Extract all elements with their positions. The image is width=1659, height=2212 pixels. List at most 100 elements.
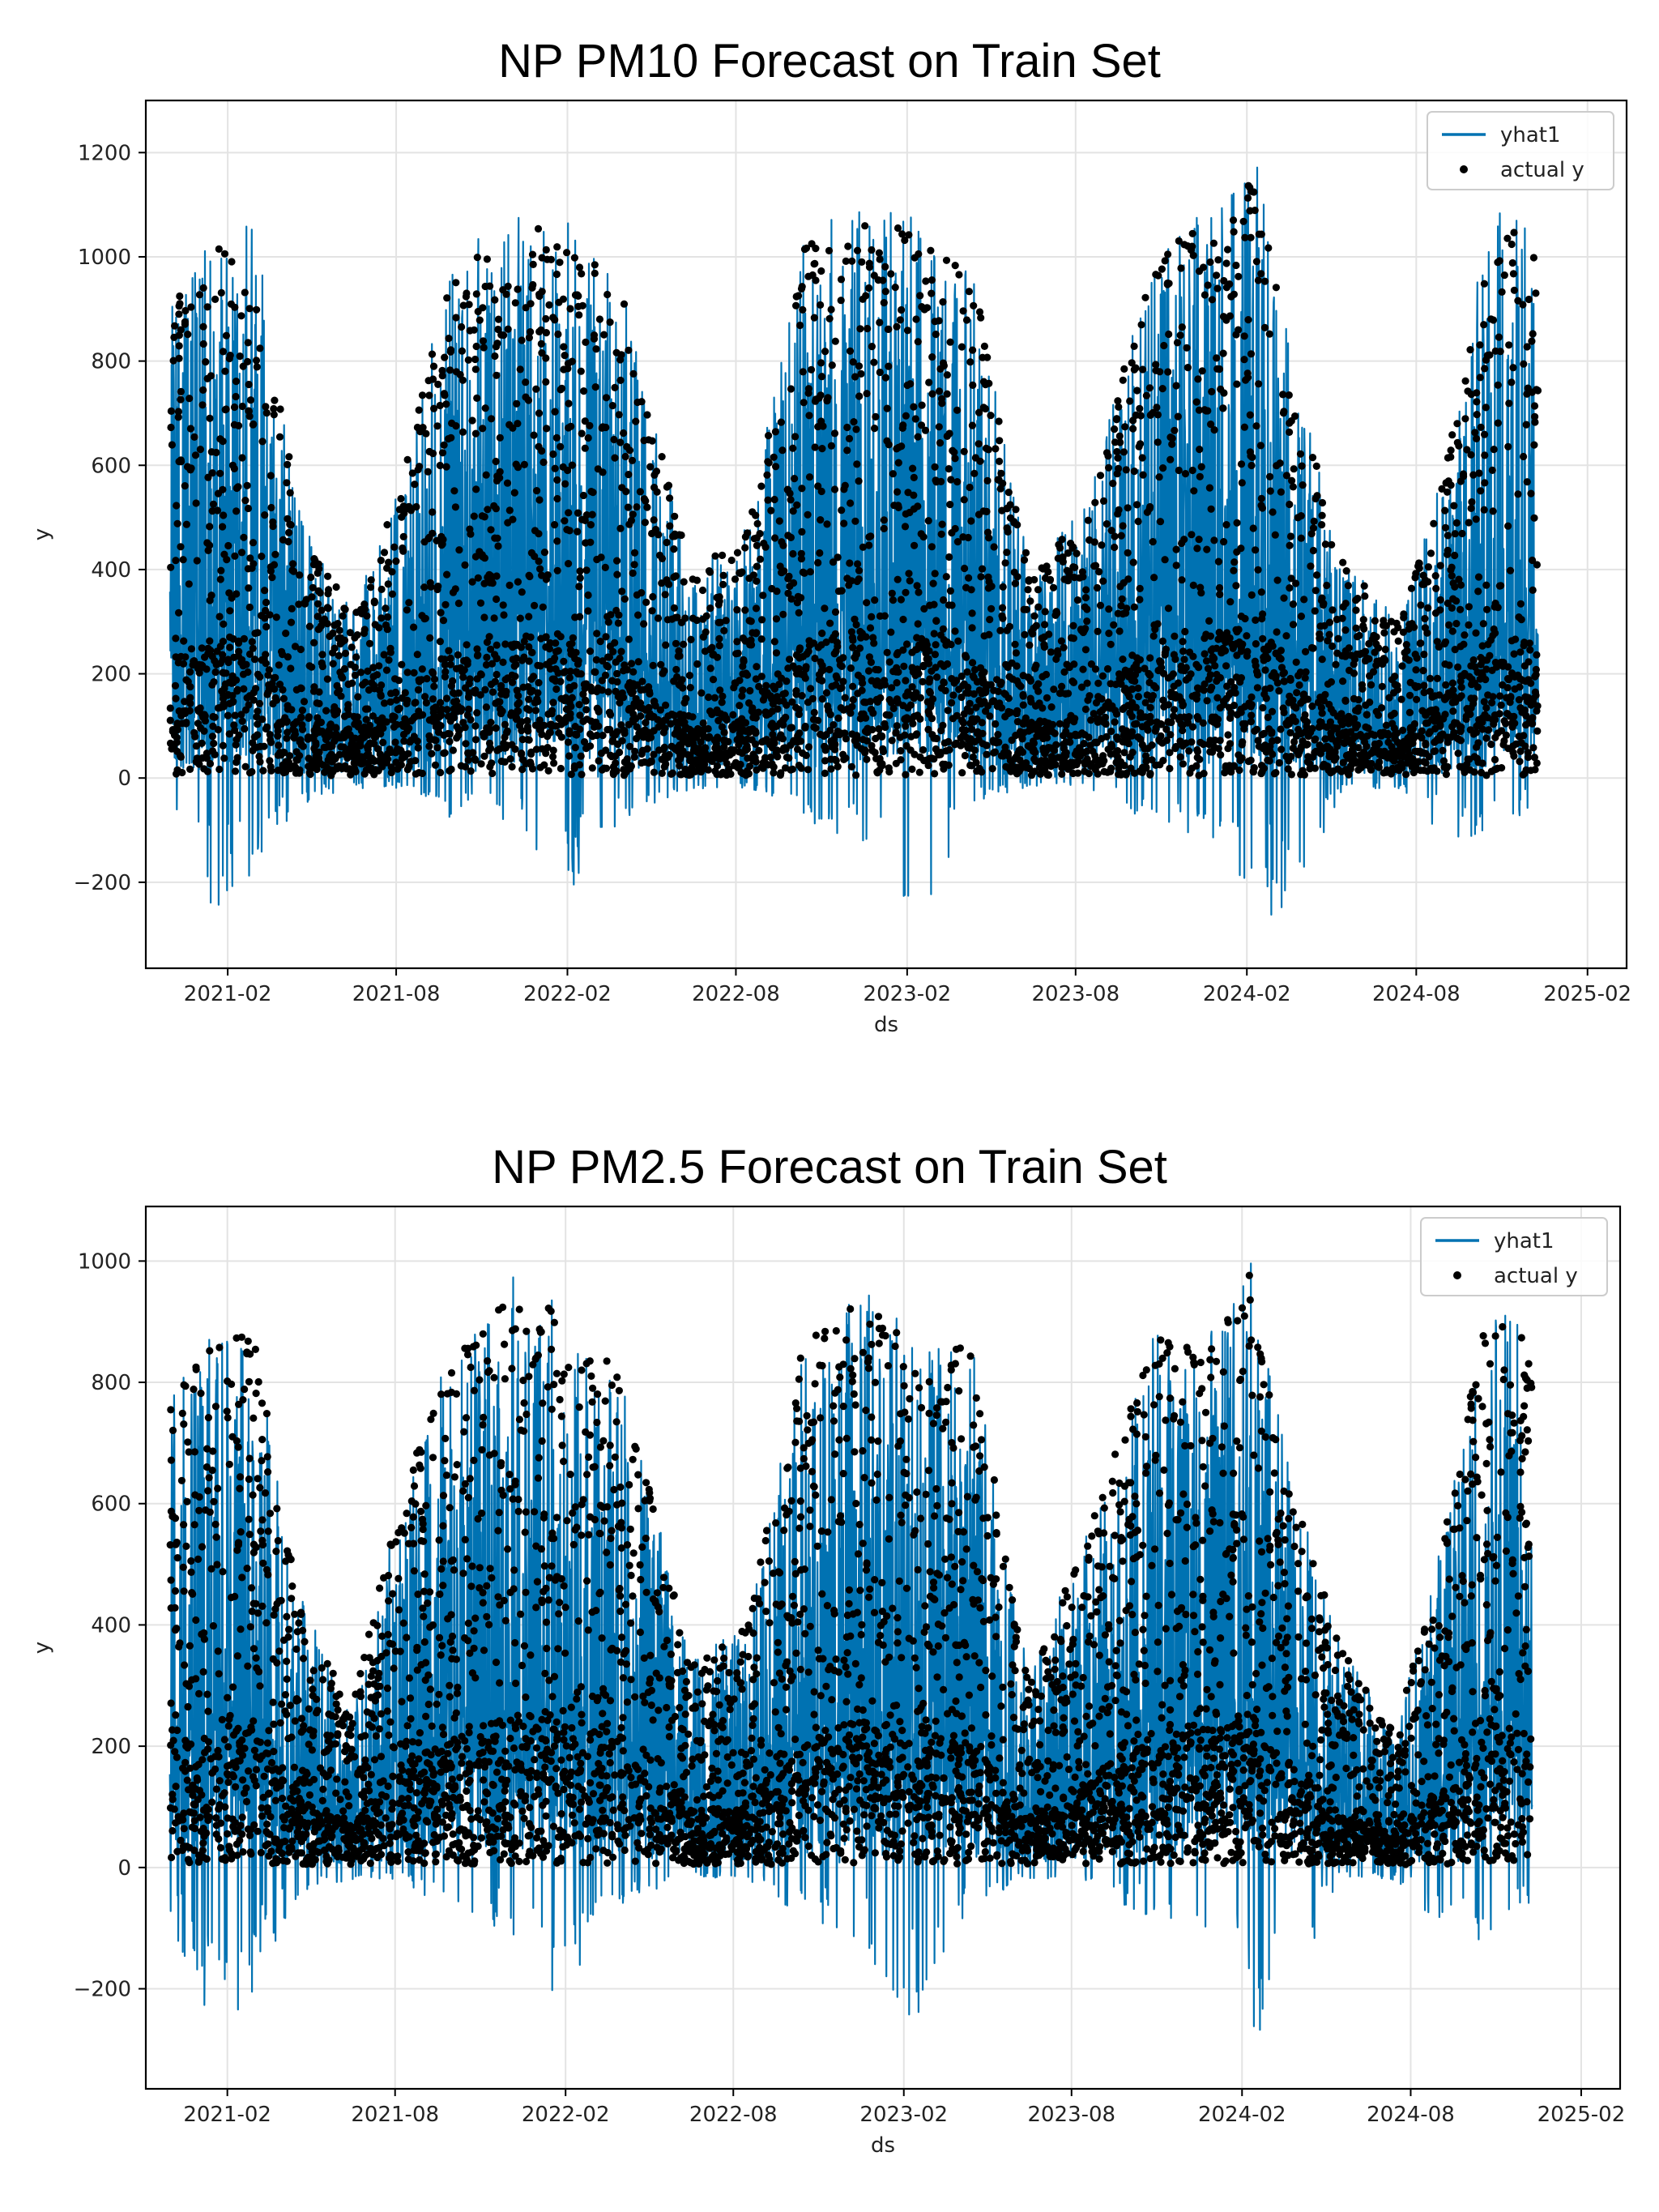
actual-y-point: [449, 746, 458, 754]
actual-y-point: [773, 587, 781, 596]
actual-y-point: [756, 530, 764, 538]
actual-y-point: [186, 395, 194, 403]
actual-y-point: [955, 685, 963, 694]
actual-y-point: [1510, 650, 1518, 658]
actual-y-point: [1180, 655, 1188, 664]
actual-y-point: [283, 479, 291, 487]
actual-y-point: [966, 707, 975, 715]
actual-y-point: [169, 357, 177, 365]
actual-y-point: [789, 549, 797, 558]
actual-y-point: [1166, 764, 1174, 773]
actual-y-point: [938, 520, 946, 528]
actual-y-point: [586, 538, 595, 546]
actual-y-point: [1480, 321, 1488, 329]
actual-y-point: [1430, 519, 1438, 527]
actual-y-point: [1375, 739, 1384, 748]
actual-y-point: [554, 647, 562, 655]
actual-y-point: [174, 413, 182, 421]
actual-y-point: [1060, 732, 1068, 740]
actual-y-point: [804, 385, 813, 393]
actual-y-point: [804, 698, 812, 707]
actual-y-point: [1018, 735, 1026, 743]
actual-y-point: [1450, 728, 1458, 737]
actual-y-point: [1516, 758, 1524, 766]
actual-y-point: [586, 421, 594, 430]
actual-y-point: [582, 706, 591, 714]
actual-y-point: [245, 305, 254, 313]
actual-y-point: [452, 279, 460, 287]
actual-y-point: [1319, 601, 1328, 609]
actual-y-point: [1275, 687, 1283, 695]
actual-y-point: [282, 758, 290, 766]
actual-y-point: [879, 745, 887, 754]
actual-y-point: [1431, 572, 1439, 580]
actual-y-point: [1481, 365, 1489, 373]
actual-y-point: [1286, 676, 1294, 685]
actual-y-point: [660, 716, 668, 724]
actual-y-point: [912, 315, 920, 323]
actual-y-point: [936, 439, 945, 447]
actual-y-point: [931, 770, 939, 778]
actual-y-point: [1238, 741, 1246, 749]
actual-y-point: [648, 529, 656, 538]
actual-y-point: [1094, 627, 1102, 635]
actual-y-point: [473, 394, 481, 402]
actual-y-point: [1204, 281, 1212, 289]
actual-y-point: [186, 699, 194, 707]
actual-y-point: [943, 390, 951, 398]
actual-y-point: [439, 617, 448, 625]
actual-y-point: [480, 613, 488, 621]
actual-y-point: [1296, 450, 1305, 458]
actual-y-point: [739, 686, 747, 694]
actual-y-point: [1417, 639, 1425, 647]
actual-y-point: [1421, 614, 1429, 623]
actual-y-point: [1444, 454, 1452, 462]
actual-y-point: [992, 445, 1000, 453]
actual-y-point: [288, 604, 296, 613]
actual-y-point: [743, 767, 751, 775]
actual-y-point: [1530, 754, 1538, 762]
actual-y-point: [1360, 582, 1368, 590]
actual-y-point: [484, 506, 492, 514]
actual-y-point: [341, 762, 349, 770]
actual-y-point: [216, 469, 224, 477]
actual-y-point: [838, 587, 846, 595]
actual-y-point: [544, 732, 552, 741]
actual-y-point: [261, 511, 269, 519]
actual-y-point: [720, 728, 728, 737]
actual-y-point: [1532, 665, 1540, 674]
actual-y-point: [960, 496, 968, 504]
actual-y-point: [1233, 380, 1241, 388]
actual-y-point: [309, 561, 318, 569]
actual-y-point: [473, 709, 481, 717]
actual-y-point: [964, 689, 972, 697]
actual-y-point: [1082, 586, 1090, 594]
actual-y-point: [1381, 645, 1389, 654]
actual-y-point: [214, 726, 222, 734]
actual-y-point: [1121, 423, 1129, 431]
actual-y-point: [318, 651, 326, 659]
actual-y-point: [946, 501, 954, 509]
actual-y-point: [600, 331, 608, 339]
actual-y-point: [1451, 530, 1459, 538]
actual-y-point: [1219, 698, 1228, 706]
actual-y-point: [412, 698, 420, 707]
actual-y-point: [995, 476, 1003, 485]
actual-y-point: [455, 726, 464, 734]
actual-y-point: [827, 765, 835, 773]
actual-y-point: [1359, 616, 1367, 624]
actual-y-point: [676, 681, 684, 690]
actual-y-point: [331, 644, 339, 652]
actual-y-point: [935, 423, 943, 431]
actual-y-point: [215, 245, 223, 253]
actual-y-point: [1388, 720, 1397, 728]
actual-y-point: [518, 766, 527, 774]
actual-y-point: [235, 421, 243, 430]
actual-y-point: [192, 758, 200, 766]
actual-y-point: [839, 677, 847, 685]
actual-y-point: [889, 668, 898, 676]
actual-y-point: [1286, 428, 1294, 437]
actual-y-point: [414, 685, 423, 694]
actual-y-point: [992, 720, 1000, 728]
actual-y-point: [1030, 767, 1038, 775]
